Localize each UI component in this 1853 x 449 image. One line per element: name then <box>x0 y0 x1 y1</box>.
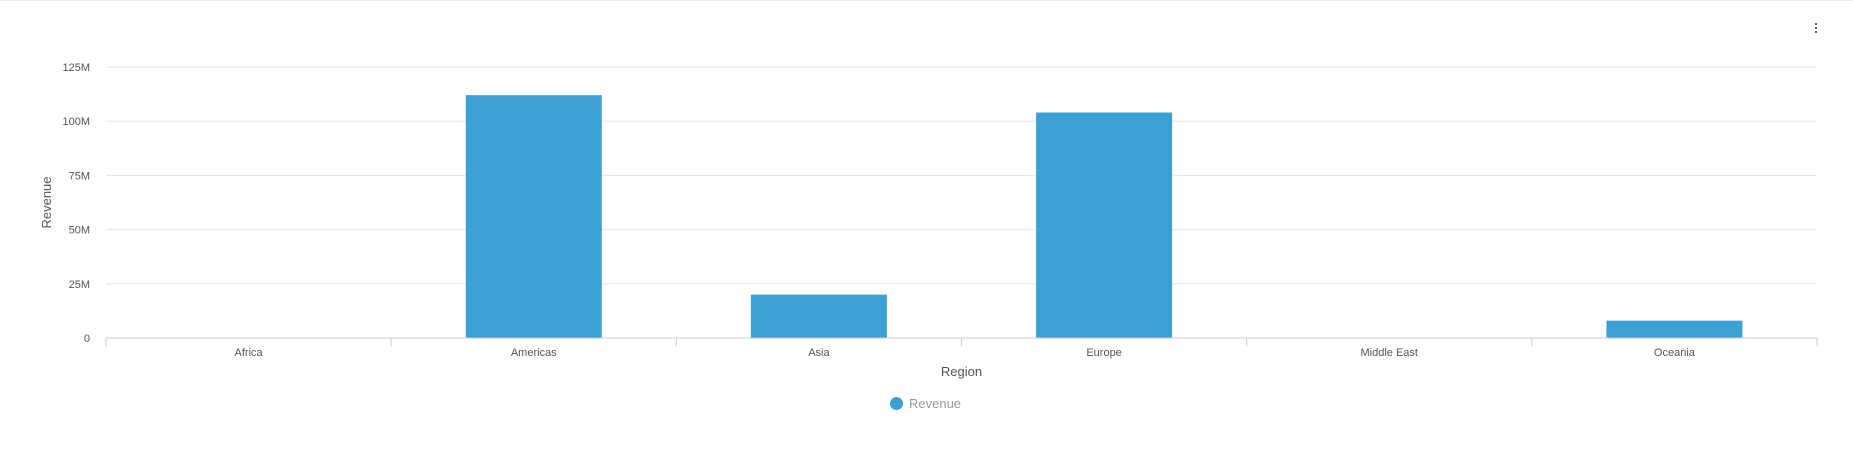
x-axis-title: Region <box>941 364 982 379</box>
y-axis-title: Revenue <box>39 176 54 228</box>
more-vertical-icon-dot <box>1815 31 1817 33</box>
bars <box>465 95 1743 339</box>
bar-europe[interactable] <box>1036 112 1173 338</box>
panel-top-border <box>0 0 1853 1</box>
more-vertical-icon-dot <box>1815 27 1817 29</box>
x-tick-label: Oceania <box>1654 347 1696 359</box>
x-axis: Africa Americas Asia Europe Middle East Ocean… <box>105 337 1818 359</box>
more-vertical-icon <box>1815 23 1817 25</box>
bar-americas[interactable] <box>465 95 602 339</box>
y-tick-label: 125M <box>62 62 90 74</box>
legend-swatch <box>890 397 903 410</box>
more-options-button[interactable] <box>1806 18 1826 38</box>
x-tick-label: Asia <box>808 347 830 359</box>
y-axis-ticks: 0 25M 50M 75M 100M 125M <box>62 62 90 345</box>
x-tick-label: Europe <box>1086 347 1121 359</box>
bar-asia[interactable] <box>750 294 887 338</box>
grid-lines <box>106 66 1817 285</box>
y-tick-label: 50M <box>69 225 90 237</box>
x-tick-label: Middle East <box>1361 347 1418 359</box>
legend-item-revenue[interactable]: Revenue <box>890 396 961 411</box>
y-tick-label: 0 <box>84 333 90 345</box>
y-tick-label: 25M <box>69 279 90 291</box>
legend-label: Revenue <box>909 396 962 411</box>
x-tick-label: Americas <box>511 347 557 359</box>
y-tick-label: 100M <box>62 116 90 128</box>
x-tick-label: Africa <box>235 347 264 359</box>
bar-oceania[interactable] <box>1606 320 1743 338</box>
y-tick-label: 75M <box>69 170 90 182</box>
